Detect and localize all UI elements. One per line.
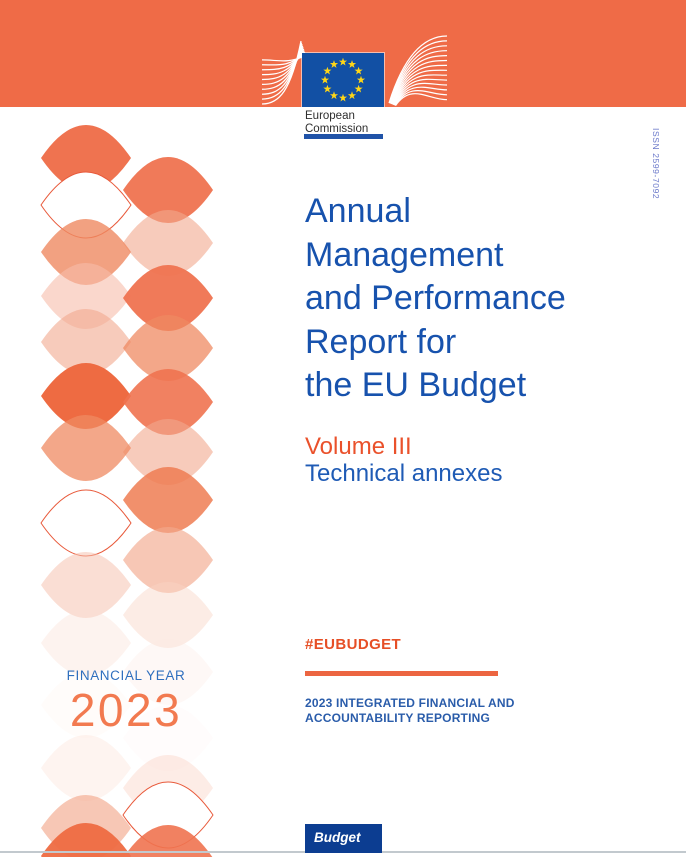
series-caption-line2: ACCOUNTABILITY REPORTING	[305, 710, 491, 725]
report-title-line: Annual	[305, 192, 411, 230]
report-title-line: the EU Budget	[305, 366, 527, 404]
series-caption: 2023 INTEGRATED FINANCIAL AND ACCOUNTABI…	[305, 696, 515, 725]
issn-label: ISSN 2599-7092	[651, 128, 661, 200]
report-title-line: and Performance	[305, 279, 566, 317]
financial-year-value: 2023	[69, 684, 183, 736]
report-title-line: Management	[305, 235, 504, 274]
report-title-line: Report for	[305, 322, 457, 361]
flag-streamers-right-icon	[388, 35, 448, 106]
orange-divider-rule	[305, 671, 498, 676]
financial-year-label: FINANCIAL YEAR	[66, 668, 186, 683]
report-subtitle: Volume III Technical annexes	[305, 433, 502, 487]
hashtag-label: #EUBUDGET	[305, 636, 402, 653]
institution-name-line2: Commission	[305, 122, 369, 135]
flag-streamers-left-icon	[261, 40, 307, 105]
subtitle-label: Technical annexes	[305, 460, 503, 487]
eu-flag-icon	[301, 52, 385, 108]
institution-name: European Commission	[305, 110, 368, 135]
financial-year-block: FINANCIAL YEAR 2023	[40, 668, 212, 735]
helix-ribbon-graphic	[40, 125, 214, 857]
series-caption-line1: 2023 INTEGRATED FINANCIAL AND	[305, 696, 515, 710]
institution-name-line1: European	[305, 110, 355, 122]
budget-collection-tag: Budget	[305, 824, 382, 853]
report-title: Annual Management and Performance Report…	[305, 190, 566, 408]
volume-label: Volume III	[305, 433, 412, 460]
logo-underline-bar	[304, 134, 383, 139]
